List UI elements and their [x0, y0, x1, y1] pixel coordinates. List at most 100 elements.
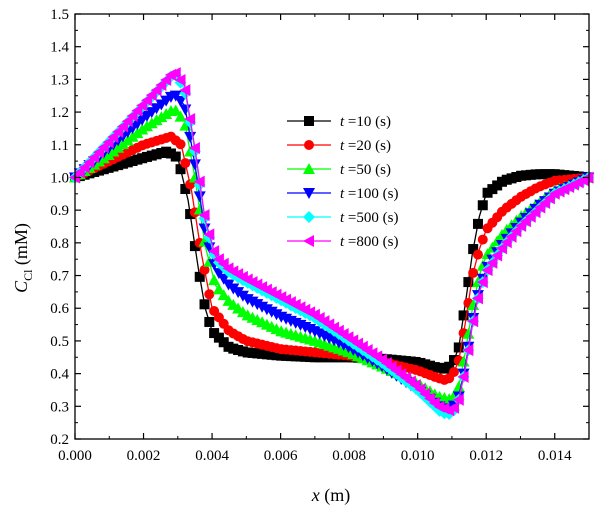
- triangle-up-marker: [174, 110, 187, 122]
- triangle-left-marker: [121, 115, 133, 128]
- square-marker: [185, 209, 196, 220]
- triangle-left-marker: [145, 89, 157, 102]
- legend-label: t =10 (s): [340, 114, 391, 130]
- triangle-down-marker: [217, 273, 230, 285]
- square-marker: [472, 218, 483, 229]
- x-tick-label: 0.004: [195, 448, 229, 464]
- triangle-left-marker: [184, 113, 196, 126]
- circle-marker: [477, 234, 488, 245]
- y-tick-label: 0.9: [50, 203, 69, 219]
- triangle-up-marker: [145, 117, 158, 129]
- triangle-left-marker: [92, 146, 104, 159]
- triangle-up-marker: [303, 163, 315, 174]
- triangle-left-marker: [486, 256, 498, 269]
- triangle-left-marker: [88, 151, 100, 164]
- y-tick-label: 1.1: [50, 138, 69, 154]
- triangle-left-marker: [140, 94, 152, 107]
- y-tick-label: 0.3: [50, 399, 69, 415]
- triangle-left-marker: [495, 242, 507, 255]
- circle-marker: [468, 267, 479, 278]
- triangle-left-marker: [510, 225, 522, 238]
- triangle-up-marker: [155, 111, 168, 123]
- legend-item: t =20 (s): [287, 138, 391, 154]
- triangle-down-marker: [193, 191, 206, 203]
- circle-marker: [472, 249, 483, 260]
- triangle-up-marker: [208, 274, 221, 286]
- square-marker: [199, 299, 210, 310]
- legend-var: t: [340, 210, 345, 226]
- square-marker: [463, 277, 474, 288]
- triangle-left-marker: [471, 292, 483, 305]
- legend-item: t =10 (s): [287, 114, 391, 130]
- triangle-left-marker: [160, 73, 172, 86]
- square-marker: [180, 184, 191, 195]
- legend-item: t =50 (s): [287, 162, 391, 178]
- triangle-left-marker: [174, 74, 186, 87]
- legend-var: t: [340, 138, 345, 154]
- triangle-left-marker: [83, 156, 95, 169]
- triangle-left-marker: [481, 264, 493, 277]
- circle-marker: [175, 139, 186, 150]
- axes: 0.000 0.002 0.004 0.006 0.008 0.010 0.012 0.014…: [50, 7, 590, 464]
- x-tick-label: 0.012: [469, 448, 503, 464]
- triangle-up-marker: [212, 283, 225, 295]
- y-tick-label: 1.5: [50, 7, 69, 23]
- triangle-up-marker: [193, 203, 206, 215]
- triangle-left-marker: [78, 161, 90, 174]
- triangle-down-marker: [188, 159, 201, 171]
- legend-value: =50 (s): [344, 162, 391, 178]
- y-tick-label: 0.6: [50, 301, 69, 317]
- triangle-up-marker: [452, 380, 465, 392]
- triangle-left-marker: [155, 79, 167, 92]
- legend-var: t: [340, 114, 345, 130]
- triangle-left-marker: [203, 228, 215, 241]
- triangle-left-marker: [476, 276, 488, 289]
- triangle-left-marker: [457, 370, 469, 383]
- legend-value: =10 (s): [344, 114, 391, 130]
- y-tick-label: 0.4: [50, 367, 69, 383]
- triangle-left-marker: [467, 315, 479, 328]
- circle-marker: [304, 140, 314, 150]
- y-tick-label: 1.4: [50, 40, 69, 56]
- triangle-left-marker: [303, 235, 314, 247]
- x-tick-label: 0.002: [127, 448, 161, 464]
- triangle-left-marker: [97, 141, 109, 154]
- circle-marker: [204, 289, 215, 300]
- triangle-up-marker: [160, 108, 173, 120]
- triangle-left-marker: [452, 393, 464, 406]
- triangle-left-marker: [179, 84, 191, 97]
- square-marker: [468, 244, 479, 255]
- triangle-left-marker: [112, 125, 124, 138]
- triangle-left-marker: [116, 120, 128, 133]
- series-group: [69, 67, 595, 421]
- triangle-up-marker: [462, 327, 475, 339]
- triangle-left-marker: [198, 209, 210, 222]
- legend-value: =500 (s): [344, 210, 398, 226]
- diamond-marker: [303, 211, 315, 223]
- legend-value: =20 (s): [344, 138, 391, 154]
- y-tick-label: 1.0: [50, 170, 69, 186]
- legend-var: t: [340, 186, 345, 202]
- triangle-left-marker: [491, 249, 503, 262]
- y-tick-label: 1.2: [50, 105, 69, 121]
- x-tick-label: 0.010: [401, 448, 435, 464]
- triangle-left-marker: [447, 401, 459, 414]
- legend-value: =800 (s): [344, 234, 398, 250]
- circle-marker: [199, 264, 210, 275]
- triangle-left-marker: [107, 130, 119, 143]
- legend-item: t =500 (s): [287, 210, 398, 226]
- x-tick-label: 0.006: [264, 448, 298, 464]
- y-axis-title: CCl (mM): [11, 223, 35, 293]
- x-axis-title: x (m): [311, 485, 351, 506]
- legend: t =10 (s)t =20 (s)t =50 (s)t =100 (s)t =…: [287, 114, 398, 250]
- legend-label: t =800 (s): [340, 234, 398, 250]
- triangle-left-marker: [102, 136, 114, 149]
- triangle-left-marker: [169, 67, 181, 80]
- circle-marker: [180, 158, 191, 169]
- square-marker: [453, 342, 464, 353]
- square-marker: [477, 200, 488, 211]
- y-tick-label: 0.8: [50, 236, 69, 252]
- x-tick-label: 0.008: [332, 448, 366, 464]
- triangle-left-marker: [208, 245, 220, 258]
- x-tick-label: 0.014: [538, 448, 572, 464]
